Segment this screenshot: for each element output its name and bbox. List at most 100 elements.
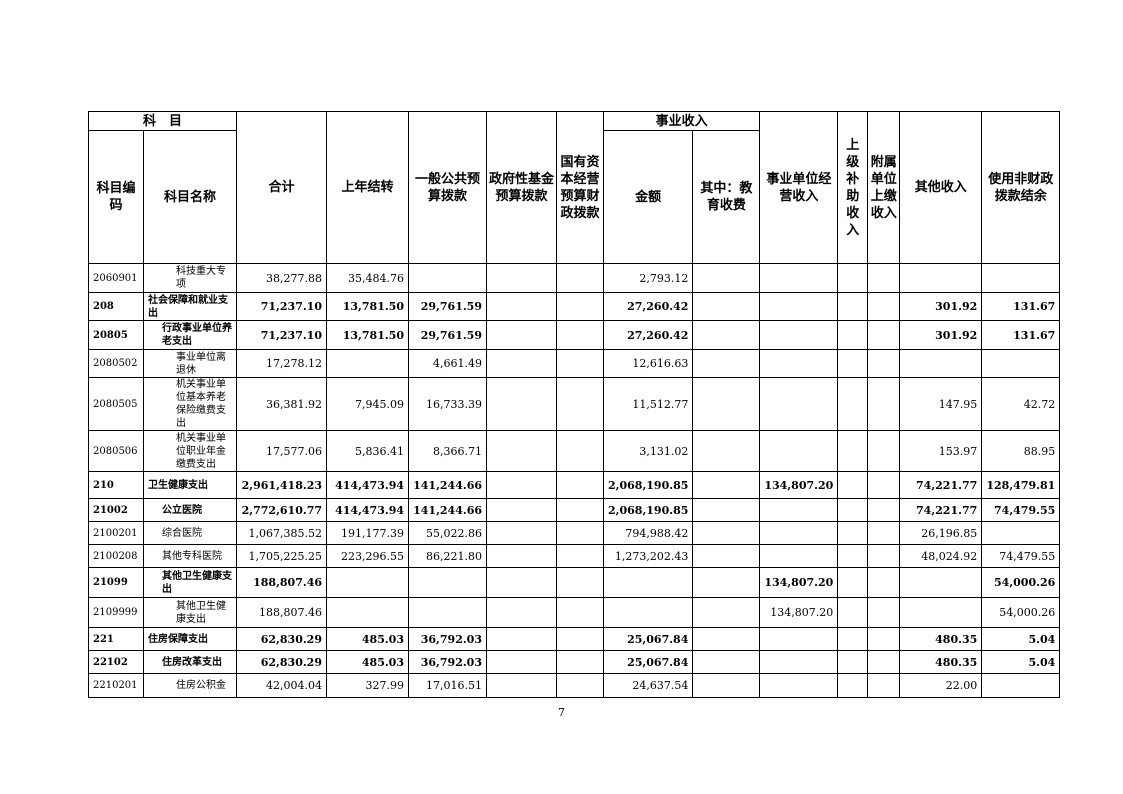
amount-cell bbox=[486, 650, 557, 674]
amount-cell bbox=[692, 567, 761, 598]
amount-cell bbox=[556, 377, 604, 431]
subject-name: 住房保障支出 bbox=[143, 627, 237, 651]
amount-cell bbox=[837, 498, 869, 522]
amount-cell bbox=[867, 498, 901, 522]
amount-cell bbox=[692, 498, 761, 522]
amount-cell bbox=[837, 320, 869, 350]
amount-cell bbox=[692, 521, 761, 545]
amount-cell bbox=[899, 567, 983, 598]
amount-cell bbox=[692, 650, 761, 674]
amount-cell bbox=[486, 498, 557, 522]
amount-cell bbox=[867, 521, 901, 545]
amount-cell: 141,244.66 bbox=[408, 498, 487, 522]
amount-cell: 7,945.09 bbox=[326, 377, 409, 431]
header-business-income: 事业收入 bbox=[602, 111, 761, 131]
amount-cell: 22.00 bbox=[899, 673, 983, 698]
amount-cell: 54,000.26 bbox=[981, 567, 1061, 598]
amount-cell bbox=[556, 498, 604, 522]
subject-code: 2100208 bbox=[88, 544, 144, 568]
subject-code: 221 bbox=[88, 627, 144, 651]
amount-cell bbox=[486, 292, 557, 321]
amount-cell bbox=[692, 673, 761, 698]
amount-cell: 5,836.41 bbox=[326, 430, 409, 472]
amount-cell: 17,278.12 bbox=[236, 349, 327, 378]
amount-cell: 128,479.81 bbox=[981, 471, 1061, 499]
amount-cell bbox=[692, 377, 761, 431]
amount-cell bbox=[556, 430, 604, 472]
amount-cell bbox=[759, 498, 839, 522]
amount-cell: 16,733.39 bbox=[408, 377, 487, 431]
header-code: 科目编码 bbox=[88, 130, 144, 264]
amount-cell bbox=[867, 349, 901, 378]
subject-code: 210 bbox=[88, 471, 144, 499]
subject-code: 2080505 bbox=[88, 377, 144, 431]
amount-cell: 24,637.54 bbox=[602, 673, 694, 698]
amount-cell bbox=[486, 349, 557, 378]
amount-cell: 5.04 bbox=[981, 627, 1061, 651]
amount-cell bbox=[486, 377, 557, 431]
amount-cell: 191,177.39 bbox=[326, 521, 409, 545]
header-state-capital: 国有资本经营预算财政拨款 bbox=[556, 111, 604, 264]
amount-cell: 1,067,385.52 bbox=[236, 521, 327, 545]
amount-cell bbox=[486, 567, 557, 598]
amount-cell: 2,793.12 bbox=[602, 263, 694, 293]
amount-cell: 36,381.92 bbox=[236, 377, 327, 431]
amount-cell: 2,068,190.85 bbox=[602, 471, 694, 499]
subject-name: 其他卫生健康支出 bbox=[143, 597, 237, 628]
amount-cell: 27,260.42 bbox=[602, 320, 694, 350]
amount-cell bbox=[867, 471, 901, 499]
amount-cell: 74,221.77 bbox=[899, 471, 983, 499]
amount-cell bbox=[556, 471, 604, 499]
amount-cell bbox=[867, 567, 901, 598]
amount-cell: 12,616.63 bbox=[602, 349, 694, 378]
amount-cell: 88.95 bbox=[981, 430, 1061, 472]
amount-cell: 1,705,225.25 bbox=[236, 544, 327, 568]
amount-cell: 485.03 bbox=[326, 627, 409, 651]
amount-cell bbox=[692, 597, 761, 628]
header-operating-income: 事业单位经营收入 bbox=[759, 111, 839, 264]
subject-name: 机关事业单位基本养老保险缴费支出 bbox=[143, 377, 237, 431]
amount-cell: 2,068,190.85 bbox=[602, 498, 694, 522]
table-row: 21099 其他卫生健康支出 188,807.46 134,807.20 54,000.… bbox=[88, 567, 1061, 598]
amount-cell bbox=[981, 263, 1061, 293]
amount-cell: 55,022.86 bbox=[408, 521, 487, 545]
amount-cell: 2,961,418.23 bbox=[236, 471, 327, 499]
amount-cell bbox=[486, 471, 557, 499]
amount-cell bbox=[867, 673, 901, 698]
page-number: 7 bbox=[558, 706, 565, 719]
amount-cell bbox=[759, 377, 839, 431]
amount-cell bbox=[556, 292, 604, 321]
amount-cell bbox=[837, 430, 869, 472]
amount-cell bbox=[692, 320, 761, 350]
amount-cell bbox=[692, 627, 761, 651]
subject-code: 22102 bbox=[88, 650, 144, 674]
amount-cell bbox=[867, 320, 901, 350]
amount-cell: 485.03 bbox=[326, 650, 409, 674]
amount-cell bbox=[837, 377, 869, 431]
amount-cell bbox=[837, 263, 869, 293]
header-amount: 金额 bbox=[602, 130, 694, 264]
amount-cell bbox=[556, 650, 604, 674]
table-row: 2100201 综合医院 1,067,385.52 191,177.39 55,022.… bbox=[88, 521, 1061, 545]
amount-cell bbox=[692, 544, 761, 568]
amount-cell: 3,131.02 bbox=[602, 430, 694, 472]
amount-cell: 74,221.77 bbox=[899, 498, 983, 522]
amount-cell: 327.99 bbox=[326, 673, 409, 698]
table-row: 2060901 科技重大专项 38,277.88 35,484.76 2,793.12 bbox=[88, 263, 1061, 293]
header-subject: 科 目 bbox=[88, 111, 237, 131]
amount-cell: 13,781.50 bbox=[326, 320, 409, 350]
table-row: 208 社会保障和就业支出 71,237.10 13,781.50 29,761.59 2… bbox=[88, 292, 1061, 321]
amount-cell bbox=[759, 320, 839, 350]
amount-cell: 38,277.88 bbox=[236, 263, 327, 293]
amount-cell bbox=[486, 320, 557, 350]
amount-cell bbox=[867, 292, 901, 321]
amount-cell: 131.67 bbox=[981, 320, 1061, 350]
amount-cell: 2,772,610.77 bbox=[236, 498, 327, 522]
budget-table: 科 目 合计 上年结转 一般公共预算拨款 政府性基金预算拨款 国有资本经营预算财… bbox=[88, 111, 1061, 698]
subject-code: 2060901 bbox=[88, 263, 144, 293]
amount-cell: 35,484.76 bbox=[326, 263, 409, 293]
amount-cell bbox=[556, 544, 604, 568]
amount-cell bbox=[981, 349, 1061, 378]
amount-cell bbox=[899, 597, 983, 628]
amount-cell: 153.97 bbox=[899, 430, 983, 472]
